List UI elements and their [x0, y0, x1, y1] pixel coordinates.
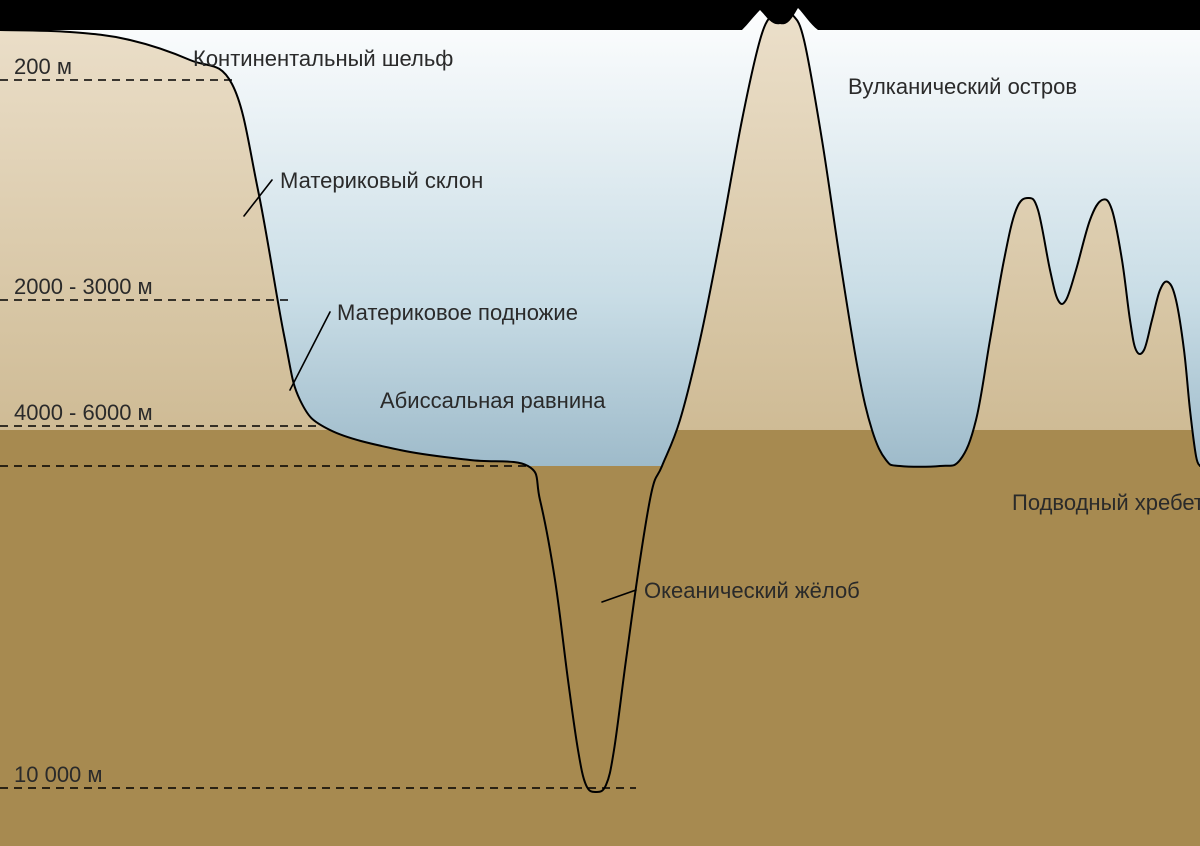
depth-label: 10 000 м — [14, 762, 103, 788]
feature-label-slope: Материковый склон — [280, 168, 483, 194]
feature-label-abyss: Абиссальная равнина — [380, 388, 606, 414]
feature-label-island: Вулканический остров — [848, 74, 1077, 100]
feature-label-rise: Материковое подножие — [337, 300, 578, 326]
ocean-floor-diagram: 200 м 2000 - 3000 м 4000 - 6000 м 10 000 м К… — [0, 0, 1200, 846]
depth-label: 2000 - 3000 м — [14, 274, 153, 300]
feature-label-trench: Океанический жёлоб — [644, 578, 860, 604]
feature-label-ridge: Подводный хребет — [1012, 490, 1200, 516]
depth-label: 4000 - 6000 м — [14, 400, 153, 426]
feature-label-shelf: Континентальный шельф — [193, 46, 453, 72]
diagram-svg — [0, 0, 1200, 846]
sky-band — [0, 0, 1200, 30]
depth-label: 200 м — [14, 54, 72, 80]
